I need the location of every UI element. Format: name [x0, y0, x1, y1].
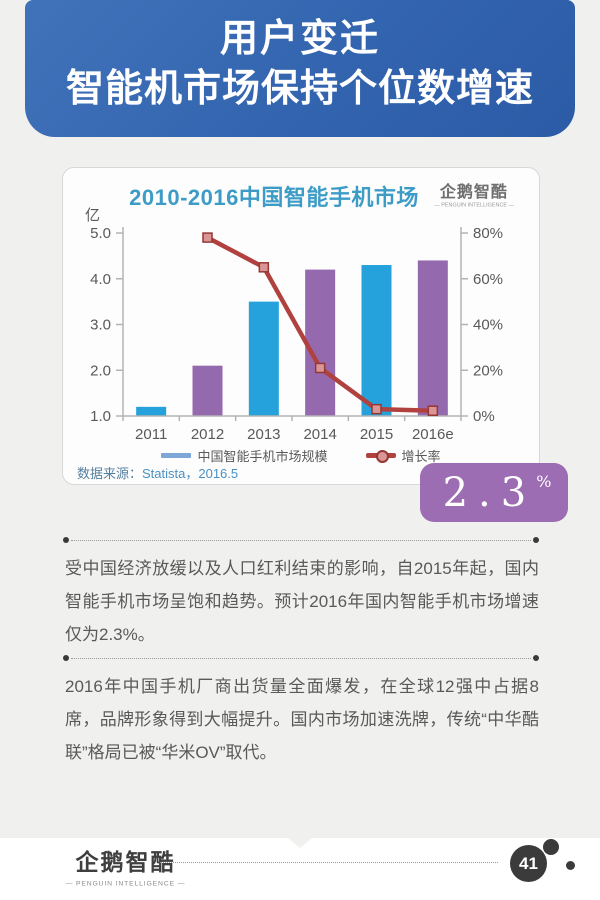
footer-logo-text: 企鹅智酷: [75, 849, 176, 875]
svg-text:2.0: 2.0: [90, 362, 111, 379]
svg-text:5.0: 5.0: [90, 225, 111, 242]
svg-text:40%: 40%: [473, 317, 503, 334]
logo-text: 企鹅智酷: [439, 184, 508, 201]
separator-end-dot: [533, 537, 539, 543]
separator-dotted-line: [71, 657, 531, 659]
separator-end-dot: [63, 655, 69, 661]
footer-notch-icon: [288, 838, 312, 848]
highlight-unit: %: [536, 472, 552, 491]
svg-text:2014: 2014: [303, 426, 336, 443]
data-source: 数据来源：Statista，2016.5: [77, 463, 238, 482]
commentary-paragraph-2: 2016年中国手机厂商出货量全面爆发，在全球12强中占据8席，品牌形象得到大幅提…: [65, 677, 539, 762]
legend-label: 中国智能手机市场规模: [197, 449, 328, 464]
footer-dotted-line: [160, 862, 498, 863]
svg-text:2013: 2013: [247, 426, 280, 443]
svg-text:60%: 60%: [473, 271, 503, 288]
svg-text:2015: 2015: [360, 426, 393, 443]
svg-text:4.0: 4.0: [90, 271, 111, 288]
commentary-paragraph-1: 受中国经济放缓以及人口红利结束的影响，自2015年起，国内智能手机市场呈饱和趋势…: [65, 559, 539, 644]
footer-logo-tagline: — PENGUIN INTELLIGENCE —: [65, 879, 186, 888]
chart-card: 1.0 2.0 3.0 4.0 5.0 0% 20% 40% 60% 80% 亿 2011 2012 20…: [62, 167, 540, 485]
source-value: Statista，2016.5: [142, 466, 239, 481]
svg-text:2016e: 2016e: [412, 426, 454, 443]
legend-item-growth-rate: 增长率: [365, 446, 441, 465]
separator-end-dot: [533, 655, 539, 661]
legend-label: 增长率: [401, 449, 441, 464]
highlight-value: 2.3: [442, 469, 537, 516]
svg-text:2011: 2011: [135, 426, 167, 443]
separator-dotted-line: [71, 539, 531, 541]
logo-tagline: — PENGUIN INTELLIGENCE —: [433, 202, 514, 209]
footer-logo: 企鹅智酷 — PENGUIN INTELLIGENCE —: [55, 843, 196, 888]
title-banner: 用户变迁 智能机市场保持个位数增速: [25, 0, 575, 137]
svg-text:2012: 2012: [191, 426, 224, 443]
banner-title-line2: 智能机市场保持个位数增速: [65, 68, 534, 110]
svg-text:1.0: 1.0: [90, 408, 111, 425]
legend-item-market-size: 中国智能手机市场规模: [161, 446, 328, 465]
svg-text:3.0: 3.0: [90, 317, 111, 334]
page-badge-bubble-icon: [543, 839, 559, 855]
chart-legend: 中国智能手机市场规模 增长率: [63, 446, 539, 465]
page-number-badge: 41: [510, 845, 547, 882]
banner-title-line1: 用户变迁: [219, 18, 380, 60]
chart-title: 2010-2016中国智能手机市场: [129, 185, 419, 210]
source-prefix: 数据来源：: [77, 466, 143, 481]
svg-text:20%: 20%: [473, 362, 503, 379]
dotted-separator: [63, 537, 539, 543]
penguin-intelligence-logo: 企鹅智酷 — PENGUIN INTELLIGENCE —: [423, 178, 525, 209]
market-chart-svg: 1.0 2.0 3.0 4.0 5.0 0% 20% 40% 60% 80% 亿 2011 2012 20…: [85, 207, 503, 443]
dotted-separator: [63, 655, 539, 661]
svg-text:0%: 0%: [473, 408, 495, 425]
separator-end-dot: [63, 537, 69, 543]
svg-text:亿: 亿: [85, 207, 100, 224]
page-badge-dot-icon: [566, 861, 575, 870]
line-series-swatch-icon: [365, 450, 396, 463]
bar-series-swatch-icon: [161, 453, 192, 458]
svg-text:80%: 80%: [473, 225, 503, 242]
growth-highlight-badge: 2.3 %: [420, 463, 568, 522]
